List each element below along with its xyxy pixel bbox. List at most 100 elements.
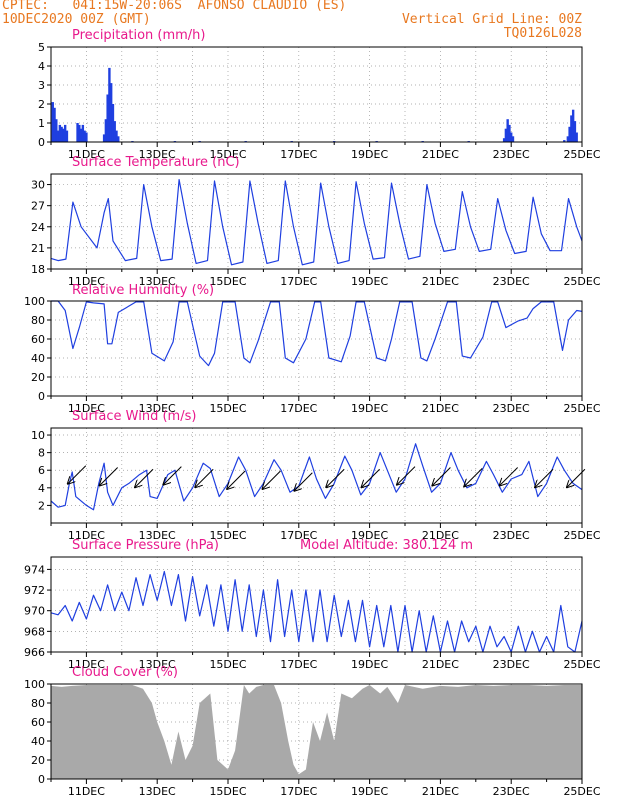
- precip-bar: [53, 107, 56, 142]
- cloud-ytick-label: 100: [24, 678, 45, 691]
- precip-bar: [76, 123, 79, 142]
- temperature-ytick-label: 21: [31, 242, 45, 255]
- wind-ytick-label: 6: [38, 464, 45, 477]
- wind-xtick-label: 13DEC: [139, 529, 176, 542]
- precip-bar: [56, 130, 60, 142]
- wind-ytick-label: 10: [31, 429, 45, 442]
- wind-series-line: [50, 443, 583, 511]
- precip-bar: [573, 121, 577, 142]
- cloud-panel: 0 20 40 60 80 100 11DEC 13DEC 15DEC 17DEC 19DEC 21D…: [24, 678, 601, 798]
- precip-bar: [111, 104, 115, 142]
- wind-panel: 2 4 6 8 10 11DEC 13DEC 15DEC 17DEC 19DEC 21DEC 23DE…: [31, 427, 601, 542]
- temperature-panel: 18 21 24 27 30 11DEC 13DEC 15DEC 17DEC 19DEC 21DEC…: [31, 173, 601, 288]
- pressure-xtick-label: 13DEC: [139, 658, 176, 671]
- precip-ytick-label: 3: [38, 79, 45, 92]
- precip-bar: [63, 124, 67, 142]
- temperature-ytick-label: 24: [31, 221, 45, 234]
- precip-bar: [106, 94, 109, 142]
- wind-arrow: [227, 470, 246, 489]
- humidity-xtick-label: 11DEC: [68, 402, 105, 415]
- cloud-ytick-label: 40: [31, 735, 45, 748]
- humidity-xtick-label: 17DEC: [280, 402, 317, 415]
- wind-arrow: [464, 468, 483, 486]
- temperature-xtick-label: 17DEC: [280, 275, 317, 288]
- pressure-xtick-label: 19DEC: [351, 658, 388, 671]
- wind-xtick-label: 17DEC: [280, 529, 317, 542]
- precip-bar: [65, 130, 69, 142]
- precip-bar: [508, 124, 511, 142]
- precip-bar: [51, 102, 54, 142]
- wind-arrow: [294, 472, 313, 491]
- wind-arrow: [397, 466, 416, 485]
- cloud-xtick-label: 13DEC: [139, 785, 176, 798]
- precip-bar: [506, 119, 509, 142]
- precip-bar: [502, 138, 506, 142]
- pressure-ytick-label: 972: [24, 584, 45, 597]
- wind-xtick-label: 11DEC: [68, 529, 105, 542]
- precip-bar: [504, 128, 508, 142]
- precip-bar: [62, 128, 65, 142]
- temperature-title: Surface Temperature (nC): [72, 155, 240, 170]
- cloud-ytick-label: 80: [31, 697, 45, 710]
- humidity-xtick-label: 23DEC: [493, 402, 530, 415]
- cloud-xtick-label: 25DEC: [563, 785, 600, 798]
- precip-bar: [570, 115, 573, 142]
- precip-bar: [115, 130, 118, 142]
- temperature-ytick-label: 27: [31, 200, 45, 213]
- precip-bar: [81, 124, 85, 142]
- pressure-xtick-label: 25DEC: [563, 658, 600, 671]
- header-model-code: TQ0126L028: [503, 26, 582, 41]
- precip-xtick-label: 11DEC: [68, 148, 105, 161]
- cloud-ytick-label: 20: [31, 754, 45, 767]
- cloud-xtick-label: 23DEC: [493, 785, 530, 798]
- pressure-xtick-label: 11DEC: [68, 658, 105, 671]
- precip-xtick-label: 21DEC: [422, 148, 459, 161]
- temperature-xtick-label: 21DEC: [422, 275, 459, 288]
- humidity-series-line: [51, 300, 583, 367]
- cloud-ytick-label: 60: [31, 716, 45, 729]
- cloud-cover-area: [51, 685, 582, 779]
- humidity-xtick-label: 13DEC: [139, 402, 176, 415]
- header-grid-note: Vertical Grid Line: 00Z: [401, 12, 582, 27]
- humidity-ytick-label: 60: [31, 333, 45, 346]
- cloud-frame: [50, 683, 583, 780]
- precip-bar: [60, 126, 63, 142]
- precip-bar: [83, 130, 86, 142]
- precip-xtick-label: 15DEC: [209, 148, 246, 161]
- precip-bar: [58, 124, 62, 142]
- pressure-series-line: [50, 570, 583, 653]
- temperature-frame: [50, 173, 583, 270]
- precip-bar: [102, 134, 106, 142]
- temperature-series-line: [50, 179, 583, 266]
- precip-ytick-label: 4: [38, 60, 45, 73]
- humidity-ytick-label: 80: [31, 314, 45, 327]
- precip-ytick-label: 1: [38, 117, 45, 130]
- humidity-ytick-label: 0: [38, 390, 45, 403]
- pressure-xtick-label: 15DEC: [209, 658, 246, 671]
- wind-arrow: [135, 468, 154, 487]
- wind-ytick-label: 8: [38, 447, 45, 460]
- humidity-ytick-label: 100: [24, 295, 45, 308]
- humidity-xtick-label: 19DEC: [351, 402, 388, 415]
- wind-xtick-label: 19DEC: [351, 529, 388, 542]
- wind-title: Surface Wind (m/s): [72, 409, 197, 424]
- precip-bar: [78, 124, 81, 142]
- wind-ytick-label: 4: [38, 482, 45, 495]
- precip-xtick-label: 17DEC: [280, 148, 317, 161]
- precip-bar: [109, 83, 113, 142]
- precip-xtick-label: 13DEC: [139, 148, 176, 161]
- precip-bar: [55, 119, 58, 142]
- precip-panel: 0 1 2 3 4 5 11DEC 13DEC 15DEC 17DEC 19DEC 21DEC 23DE…: [38, 41, 601, 161]
- temperature-xtick-label: 25DEC: [563, 275, 600, 288]
- precip-bar: [85, 132, 88, 142]
- humidity-xtick-label: 25DEC: [563, 402, 600, 415]
- precip-bar: [510, 132, 513, 142]
- wind-xtick-label: 23DEC: [493, 529, 530, 542]
- precip-xtick-label: 19DEC: [351, 148, 388, 161]
- wind-arrow: [326, 468, 345, 487]
- wind-arrow: [432, 467, 451, 486]
- pressure-ytick-label: 974: [24, 563, 45, 576]
- precip-bar: [575, 132, 578, 142]
- humidity-xtick-label: 15DEC: [209, 402, 246, 415]
- precip-bar: [79, 128, 83, 142]
